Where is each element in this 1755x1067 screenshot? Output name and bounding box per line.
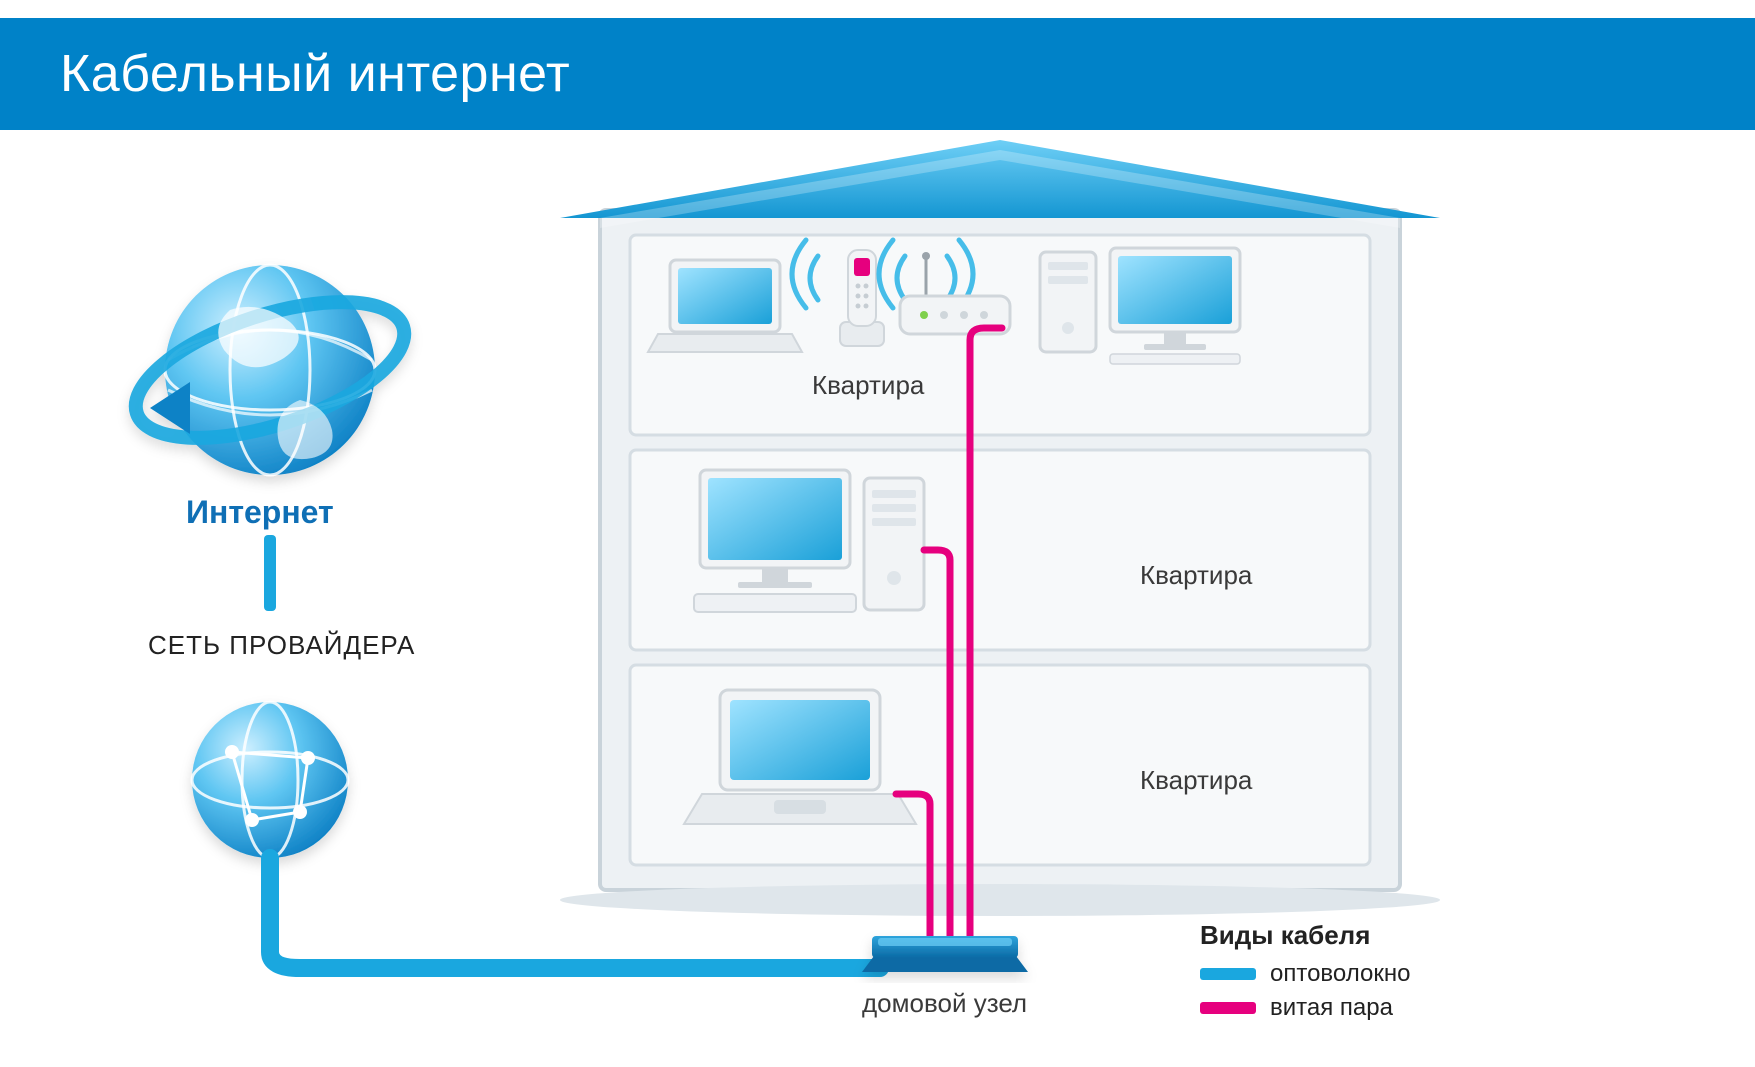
legend-item-tp: витая пара (1200, 994, 1393, 1022)
legend-label-tp: витая пара (1270, 994, 1393, 1022)
floor-3-devices (684, 690, 916, 824)
legend-swatch-tp (1200, 1002, 1256, 1014)
apartment-label-1: Квартира (812, 370, 924, 401)
home-node-icon (862, 936, 1028, 972)
laptop-icon (648, 260, 802, 352)
home-node-label: домовой узел (862, 988, 1027, 1019)
diagram-canvas (0, 0, 1755, 1067)
provider-label: СЕТЬ ПРОВАЙДЕРА (148, 630, 415, 661)
apartment-label-3: Квартира (1140, 765, 1252, 796)
internet-globe-icon (120, 265, 420, 475)
building-icon (560, 140, 1440, 916)
provider-globe-icon (192, 702, 348, 858)
apartment-label-2: Квартира (1140, 560, 1252, 591)
legend-item-fiber: оптоволокно (1200, 960, 1410, 988)
legend-title: Виды кабеля (1200, 920, 1370, 951)
internet-label: Интернет (186, 494, 334, 531)
fiber-segment-icon (264, 535, 276, 611)
legend-label-fiber: оптоволокно (1270, 960, 1410, 988)
legend-swatch-fiber (1200, 968, 1256, 980)
